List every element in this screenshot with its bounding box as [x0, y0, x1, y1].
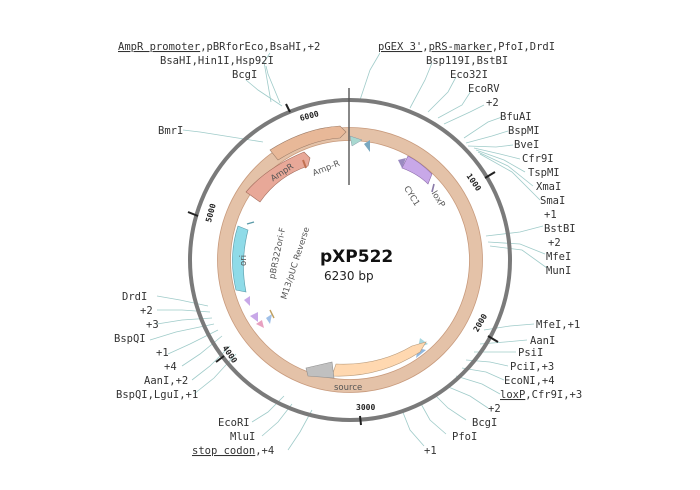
amp-r-label: Amp-R: [311, 159, 341, 179]
label-plus4-left: +4: [164, 361, 177, 373]
marker-triangle-1: [349, 135, 363, 147]
tick-marks: [187, 103, 499, 426]
source-feature: [331, 341, 427, 377]
label-stop-codon: stop codon: [192, 445, 255, 457]
label-bfuai: BfuAI: [500, 111, 532, 123]
label-bvei: BveI: [514, 139, 539, 151]
label-loxp-cfr9i: loxP,Cfr9I,+3: [500, 389, 582, 401]
ori-label: ori: [239, 255, 249, 266]
label-bmri: BmrI: [158, 125, 183, 137]
plasmid-name: pXP522: [320, 247, 393, 267]
cyc1-arrow: [398, 158, 406, 168]
tick-label-6000: 6000: [299, 109, 320, 123]
label-plus2-top: +2: [486, 97, 499, 109]
ori-feature: [232, 225, 249, 293]
source-arrow: [305, 361, 335, 379]
label-eco32i: Eco32I: [450, 69, 488, 81]
label-bstbi: BstBI: [544, 223, 576, 235]
loxp-feature-label: loxP: [429, 189, 447, 209]
cyc1-label: CYC1: [401, 184, 421, 208]
label-psii: PsiI: [518, 347, 543, 359]
label-pcii: PciI,+3: [510, 361, 554, 373]
label-plus1-bottom: +1: [424, 445, 437, 457]
left-small-features: [244, 296, 275, 328]
label-cfr9i: Cfr9I: [522, 153, 554, 165]
label-plus3-left: +3: [146, 319, 159, 331]
label-econi: EcoNI,+4: [504, 375, 555, 387]
label-prs-marker: pRS-marker: [429, 41, 492, 53]
label-ecori: EcoRI: [218, 417, 250, 429]
tick-label-3000: 3000: [356, 403, 375, 412]
label-bcgi-bottom: BcgI: [472, 417, 497, 429]
label-mfei: MfeI: [546, 251, 571, 263]
label-mfei-plus1: MfeI,+1: [536, 319, 580, 331]
label-pbrforeco: ,pBRforEco,BsaHI,+2: [200, 41, 320, 53]
label-xmai: XmaI: [536, 181, 561, 193]
label-drdi: DrdI: [122, 291, 147, 303]
label-plus2-right: +2: [548, 237, 561, 249]
amp-r-tick: [302, 159, 307, 169]
feature-ring-edge-inner: [230, 140, 470, 380]
label-pfoi-drdi: ,PfoI,DrdI: [492, 41, 555, 53]
label-aani-left: AanI,+2: [144, 375, 188, 387]
label-pfoi: PfoI: [452, 431, 477, 443]
feature-ring: [217, 127, 483, 393]
tick-label-1000: 1000: [464, 172, 483, 193]
label-bspqi: BspQI: [114, 333, 146, 345]
label-bspmi: BspMI: [508, 125, 540, 137]
label-tspmi: TspMI: [528, 167, 560, 179]
label-plus2-left: +2: [140, 305, 153, 317]
amp-r-arrow: [269, 125, 347, 161]
label-stop-codon-line: stop codon,+4: [192, 445, 274, 457]
backbone-ring: [188, 98, 512, 422]
label-top-left-1: AmpR promoter,pBRforEco,BsaHI,+2: [118, 41, 320, 53]
label-bsp119i: Bsp119I,BstBI: [426, 55, 508, 67]
label-bspqi-lgui: BspQI,LguI,+1: [116, 389, 198, 401]
pbr322ori-f-label: pBR322ori-F: [268, 227, 289, 280]
label-plus2-bottom: +2: [488, 403, 501, 415]
label-loxp: loxP: [500, 389, 525, 401]
feature-ring-edge-outer: [217, 127, 483, 393]
label-ecorv: EcoRV: [468, 83, 500, 95]
label-plus1-left: +1: [156, 347, 169, 359]
tick-label-5000: 5000: [204, 202, 218, 223]
label-bsahi-hin1i: BsaHI,Hin1I,Hsp92I: [160, 55, 274, 67]
label-aani-right: AanI: [530, 335, 555, 347]
label-muni: MunI: [546, 265, 571, 277]
label-plus1-right: +1: [544, 209, 557, 221]
label-top-right-1: pGEX 3',pRS-marker,PfoI,DrdI: [378, 41, 555, 53]
marker-triangle-2: [364, 140, 370, 152]
label-pgex3: pGEX 3': [378, 41, 422, 53]
loxp-tick: [431, 183, 435, 193]
label-ampr-promoter: AmpR promoter: [118, 41, 200, 53]
label-bcgi-top: BcgI: [232, 69, 257, 81]
cyc1-feature: [401, 155, 433, 185]
source-label: source: [334, 383, 362, 393]
pbr322-tick: [246, 221, 255, 225]
tick-label-2000: 2000: [472, 312, 490, 333]
label-smai: SmaI: [540, 195, 565, 207]
ampr-feature: [245, 151, 311, 203]
label-mlui: MluI: [230, 431, 255, 443]
plasmid-size: 6230 bp: [324, 269, 374, 283]
